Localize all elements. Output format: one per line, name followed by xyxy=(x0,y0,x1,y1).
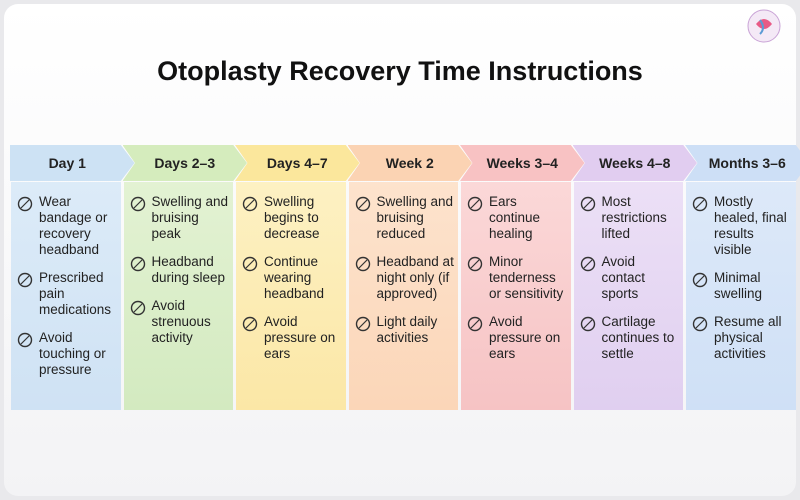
stage-body: Mostly healed, final results visible Mini… xyxy=(686,182,796,410)
instruction: Swelling and bruising reduced xyxy=(355,194,455,242)
title: Otoplasty Recovery Time Instructions xyxy=(157,56,643,86)
instruction-text: Continue wearing headband xyxy=(264,254,325,301)
instruction-text: Avoid pressure on ears xyxy=(264,314,336,361)
instruction: Cartilage continues to settle xyxy=(580,314,680,362)
instruction: Avoid strenuous activity xyxy=(130,298,230,346)
instruction-text: Light daily activities xyxy=(376,314,438,345)
instruction: Avoid touching or pressure xyxy=(17,330,117,378)
instruction-text: Cartilage continues to settle xyxy=(601,314,675,361)
logo xyxy=(747,9,781,43)
instruction: Headband during sleep xyxy=(130,254,230,286)
instruction-text: Minimal swelling xyxy=(714,270,763,301)
instruction-text: Swelling and bruising reduced xyxy=(376,194,454,241)
instruction: Ears continue healing xyxy=(467,194,567,242)
instruction-text: Resume all physical activities xyxy=(714,314,782,361)
instruction: Wear bandage or recovery headband xyxy=(17,194,117,258)
icon xyxy=(242,316,258,332)
instruction: Light daily activities xyxy=(355,314,455,346)
icon xyxy=(17,196,33,212)
stage-header: Months 3–6 xyxy=(685,145,800,181)
icon xyxy=(17,332,33,348)
instruction-text: Avoid touching or pressure xyxy=(39,330,106,377)
instruction: Most restrictions lifted xyxy=(580,194,680,242)
stage-body: Swelling begins to decrease Continue wear… xyxy=(236,182,346,410)
stage-header: Days 2–3 xyxy=(122,145,247,181)
icon xyxy=(130,300,145,316)
stage-body: Ears continue healing Minor tenderness or… xyxy=(461,182,571,410)
instruction-text: Swelling and bruising peak xyxy=(151,194,229,241)
icon xyxy=(467,256,483,272)
icon xyxy=(580,196,595,212)
instruction-text: Headband at night only (if approved) xyxy=(376,254,454,301)
icon xyxy=(692,272,708,288)
instruction: Swelling and bruising peak xyxy=(130,194,230,242)
stage-header: Week 2 xyxy=(347,145,472,181)
instruction-text: Avoid pressure on ears xyxy=(489,314,561,361)
instruction-text: Wear bandage or recovery headband xyxy=(39,194,108,257)
icon xyxy=(692,196,708,212)
icon xyxy=(242,196,258,212)
instruction-text: Minor tenderness or sensitivity xyxy=(489,254,564,301)
icon xyxy=(242,256,258,272)
stage-header: Weeks 3–4 xyxy=(460,145,585,181)
instruction: Headband at night only (if approved) xyxy=(355,254,455,302)
instruction-text: Avoid strenuous activity xyxy=(151,298,211,345)
instruction: Avoid pressure on ears xyxy=(242,314,342,362)
instruction: Prescribed pain medications xyxy=(17,270,117,318)
icon xyxy=(355,196,370,212)
instruction: Minor tenderness or sensitivity xyxy=(467,254,567,302)
instruction-text: Prescribed pain medications xyxy=(39,270,112,317)
instruction-text: Most restrictions lifted xyxy=(601,194,667,241)
instruction-text: Ears continue healing xyxy=(489,194,541,241)
stage-body: Wear bandage or recovery headband Prescri… xyxy=(11,182,121,410)
instruction-text: Avoid contact sports xyxy=(601,254,646,301)
icon xyxy=(580,256,595,272)
icon xyxy=(17,272,33,288)
instruction-text: Mostly healed, final results visible xyxy=(714,194,787,257)
instruction: Mostly healed, final results visible xyxy=(692,194,792,258)
icon xyxy=(355,316,370,332)
instruction-text: Headband during sleep xyxy=(151,254,226,285)
stage-header: Weeks 4–8 xyxy=(572,145,697,181)
icon xyxy=(355,256,370,272)
instruction-text: Swelling begins to decrease xyxy=(264,194,320,241)
icon xyxy=(467,196,483,212)
stage-body: Swelling and bruising reduced Headband at… xyxy=(348,182,458,410)
stage-header: Day 1 xyxy=(10,145,135,181)
stage-body: Most restrictions lifted Avoid contact sp… xyxy=(573,182,683,410)
stage-body: Swelling and bruising peak Headband durin… xyxy=(123,182,233,410)
icon xyxy=(692,316,708,332)
icon xyxy=(130,196,145,212)
instruction: Resume all physical activities xyxy=(692,314,792,362)
stage-header: Days 4–7 xyxy=(235,145,360,181)
icon xyxy=(580,316,595,332)
instruction: Avoid contact sports xyxy=(580,254,680,302)
instruction: Avoid pressure on ears xyxy=(467,314,567,362)
instruction: Minimal swelling xyxy=(692,270,792,302)
instruction: Swelling begins to decrease xyxy=(242,194,342,242)
icon xyxy=(130,256,145,272)
icon xyxy=(467,316,483,332)
instruction: Continue wearing headband xyxy=(242,254,342,302)
